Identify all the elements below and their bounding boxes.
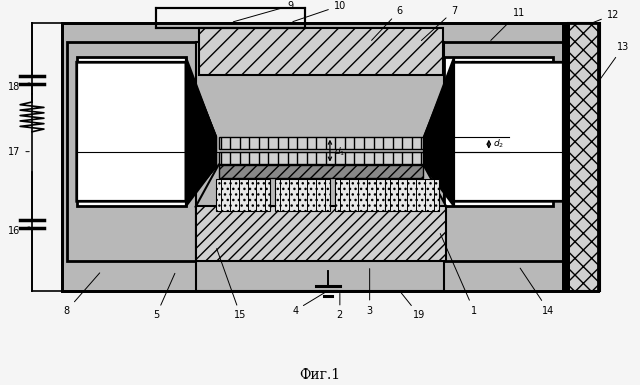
Text: 18: 18 — [8, 82, 29, 92]
Bar — [77, 57, 186, 206]
Bar — [196, 42, 444, 291]
Bar — [434, 42, 563, 261]
Text: 19: 19 — [401, 293, 426, 320]
Bar — [444, 57, 554, 206]
Text: $d_1$: $d_1$ — [334, 146, 345, 158]
Bar — [199, 27, 443, 75]
Bar — [219, 152, 423, 164]
Polygon shape — [196, 164, 446, 206]
Bar — [563, 23, 570, 291]
Text: 14: 14 — [520, 268, 554, 316]
Polygon shape — [77, 62, 186, 201]
Polygon shape — [186, 62, 216, 201]
Text: 10: 10 — [293, 1, 346, 22]
Bar — [454, 62, 558, 201]
Text: 5: 5 — [153, 273, 175, 320]
Bar — [219, 164, 423, 179]
Bar — [385, 179, 439, 211]
Text: 2: 2 — [337, 293, 343, 320]
Text: 1: 1 — [440, 234, 477, 316]
Text: 16: 16 — [8, 226, 29, 236]
Text: 8: 8 — [64, 273, 100, 316]
Bar — [62, 23, 598, 291]
Bar — [196, 206, 446, 261]
Bar — [67, 42, 196, 261]
Text: 12: 12 — [591, 10, 619, 23]
Text: 3: 3 — [367, 269, 372, 316]
Text: $d_2$: $d_2$ — [493, 138, 504, 151]
Bar — [335, 179, 390, 211]
Text: Фиг.1: Фиг.1 — [300, 368, 340, 382]
Text: 9: 9 — [234, 1, 293, 22]
Bar — [62, 23, 598, 291]
Polygon shape — [186, 57, 216, 206]
Text: 13: 13 — [600, 42, 629, 80]
Bar — [77, 62, 186, 201]
Bar — [156, 8, 305, 27]
Bar — [568, 23, 600, 291]
Polygon shape — [424, 57, 454, 206]
Bar — [216, 179, 270, 211]
Text: 7: 7 — [421, 6, 457, 40]
Polygon shape — [424, 62, 563, 201]
Bar — [275, 179, 330, 211]
Bar — [219, 137, 423, 149]
Text: 4: 4 — [292, 292, 326, 316]
Polygon shape — [77, 62, 216, 201]
Text: 17: 17 — [8, 147, 29, 157]
Text: 15: 15 — [217, 249, 247, 320]
Text: 6: 6 — [372, 6, 403, 40]
Text: 11: 11 — [491, 8, 525, 40]
